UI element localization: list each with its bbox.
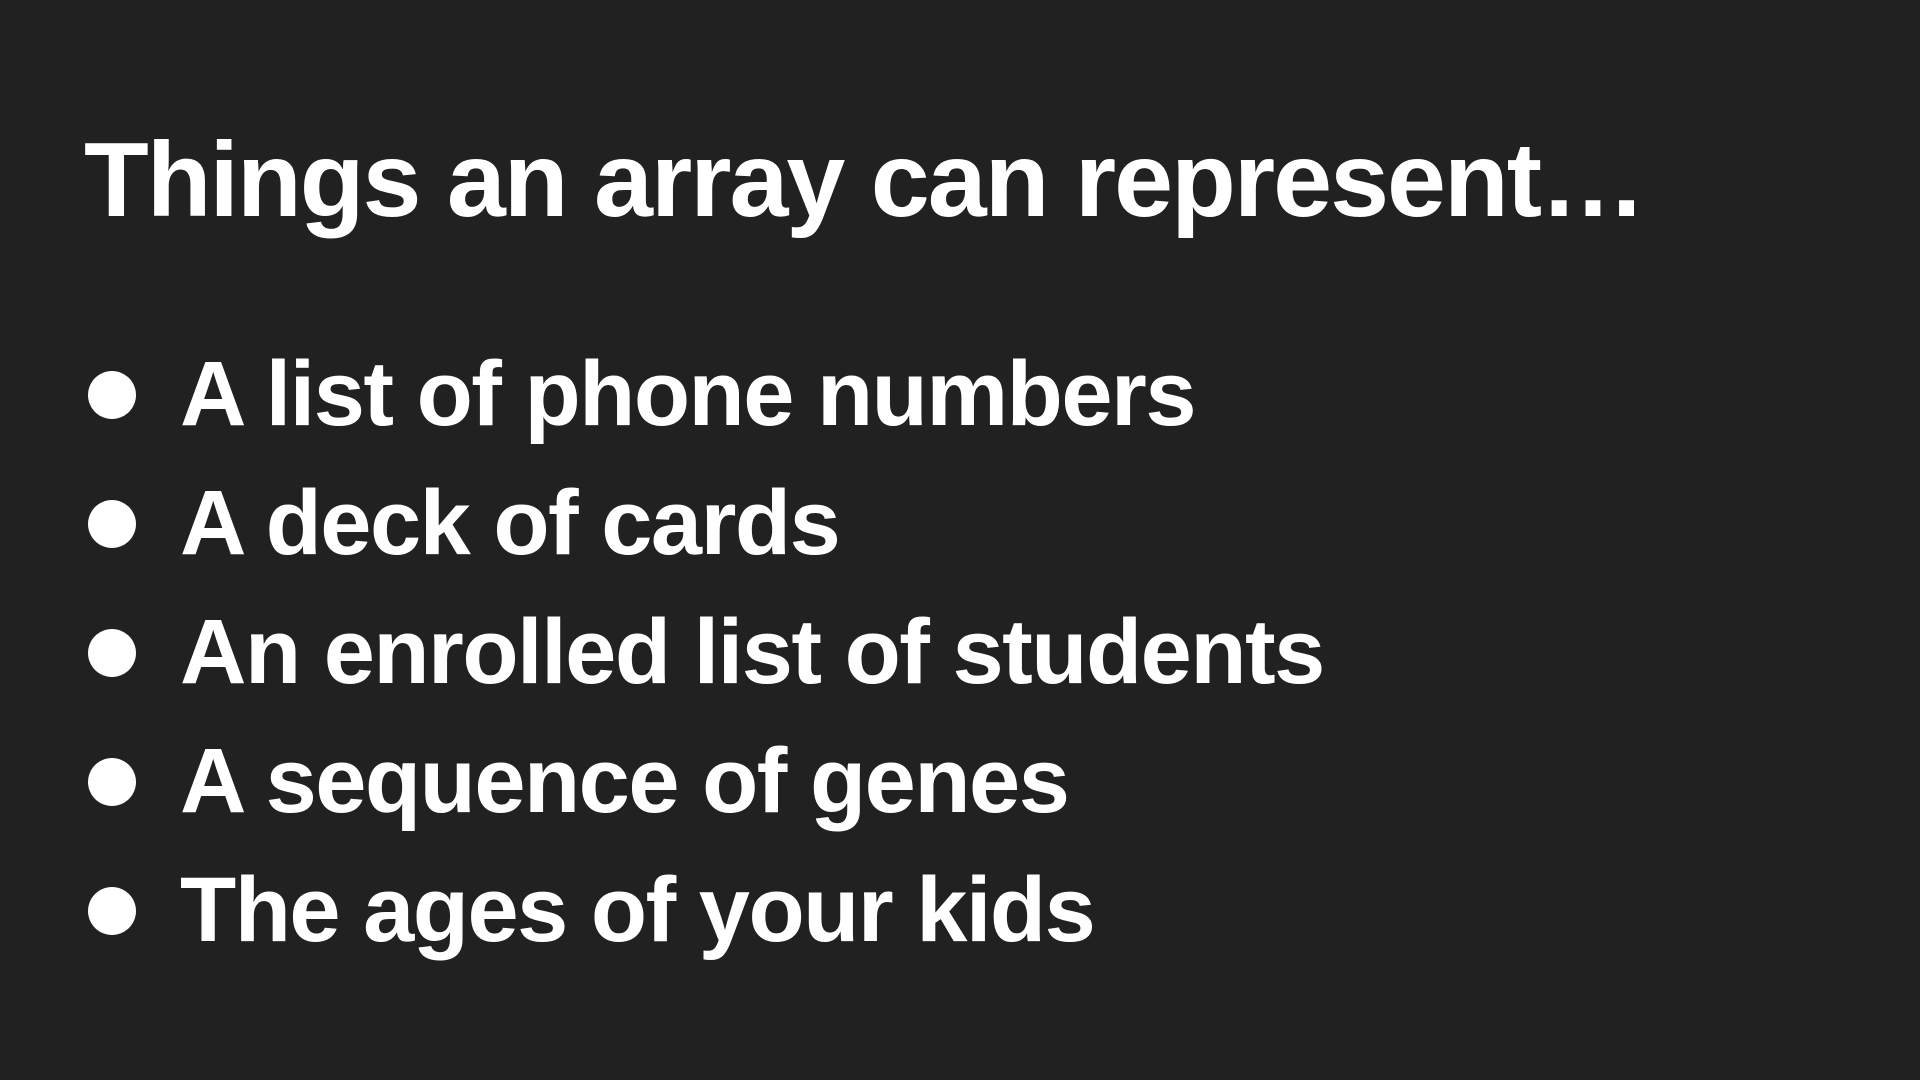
- list-item: A sequence of genes: [88, 717, 1324, 846]
- list-item: A list of phone numbers: [88, 330, 1324, 459]
- bullet-dot-icon: [88, 370, 136, 419]
- bullet-text: The ages of your kids: [180, 859, 1096, 961]
- bullet-text: A sequence of genes: [180, 730, 1070, 832]
- list-item: A deck of cards: [88, 459, 1324, 588]
- bullet-dot-icon: [88, 499, 136, 548]
- bullet-text: An enrolled list of students: [180, 601, 1325, 703]
- list-item: The ages of your kids: [88, 846, 1324, 975]
- bullet-list: A list of phone numbers A deck of cards …: [88, 330, 1325, 975]
- bullet-text: A list of phone numbers: [180, 343, 1197, 445]
- list-item: An enrolled list of students: [88, 588, 1325, 717]
- bullet-dot-icon: [88, 757, 136, 806]
- bullet-dot-icon: [88, 628, 136, 677]
- bullet-text: A deck of cards: [180, 472, 841, 574]
- slide-title: Things an array can represent…: [84, 121, 1646, 239]
- bullet-dot-icon: [88, 886, 136, 935]
